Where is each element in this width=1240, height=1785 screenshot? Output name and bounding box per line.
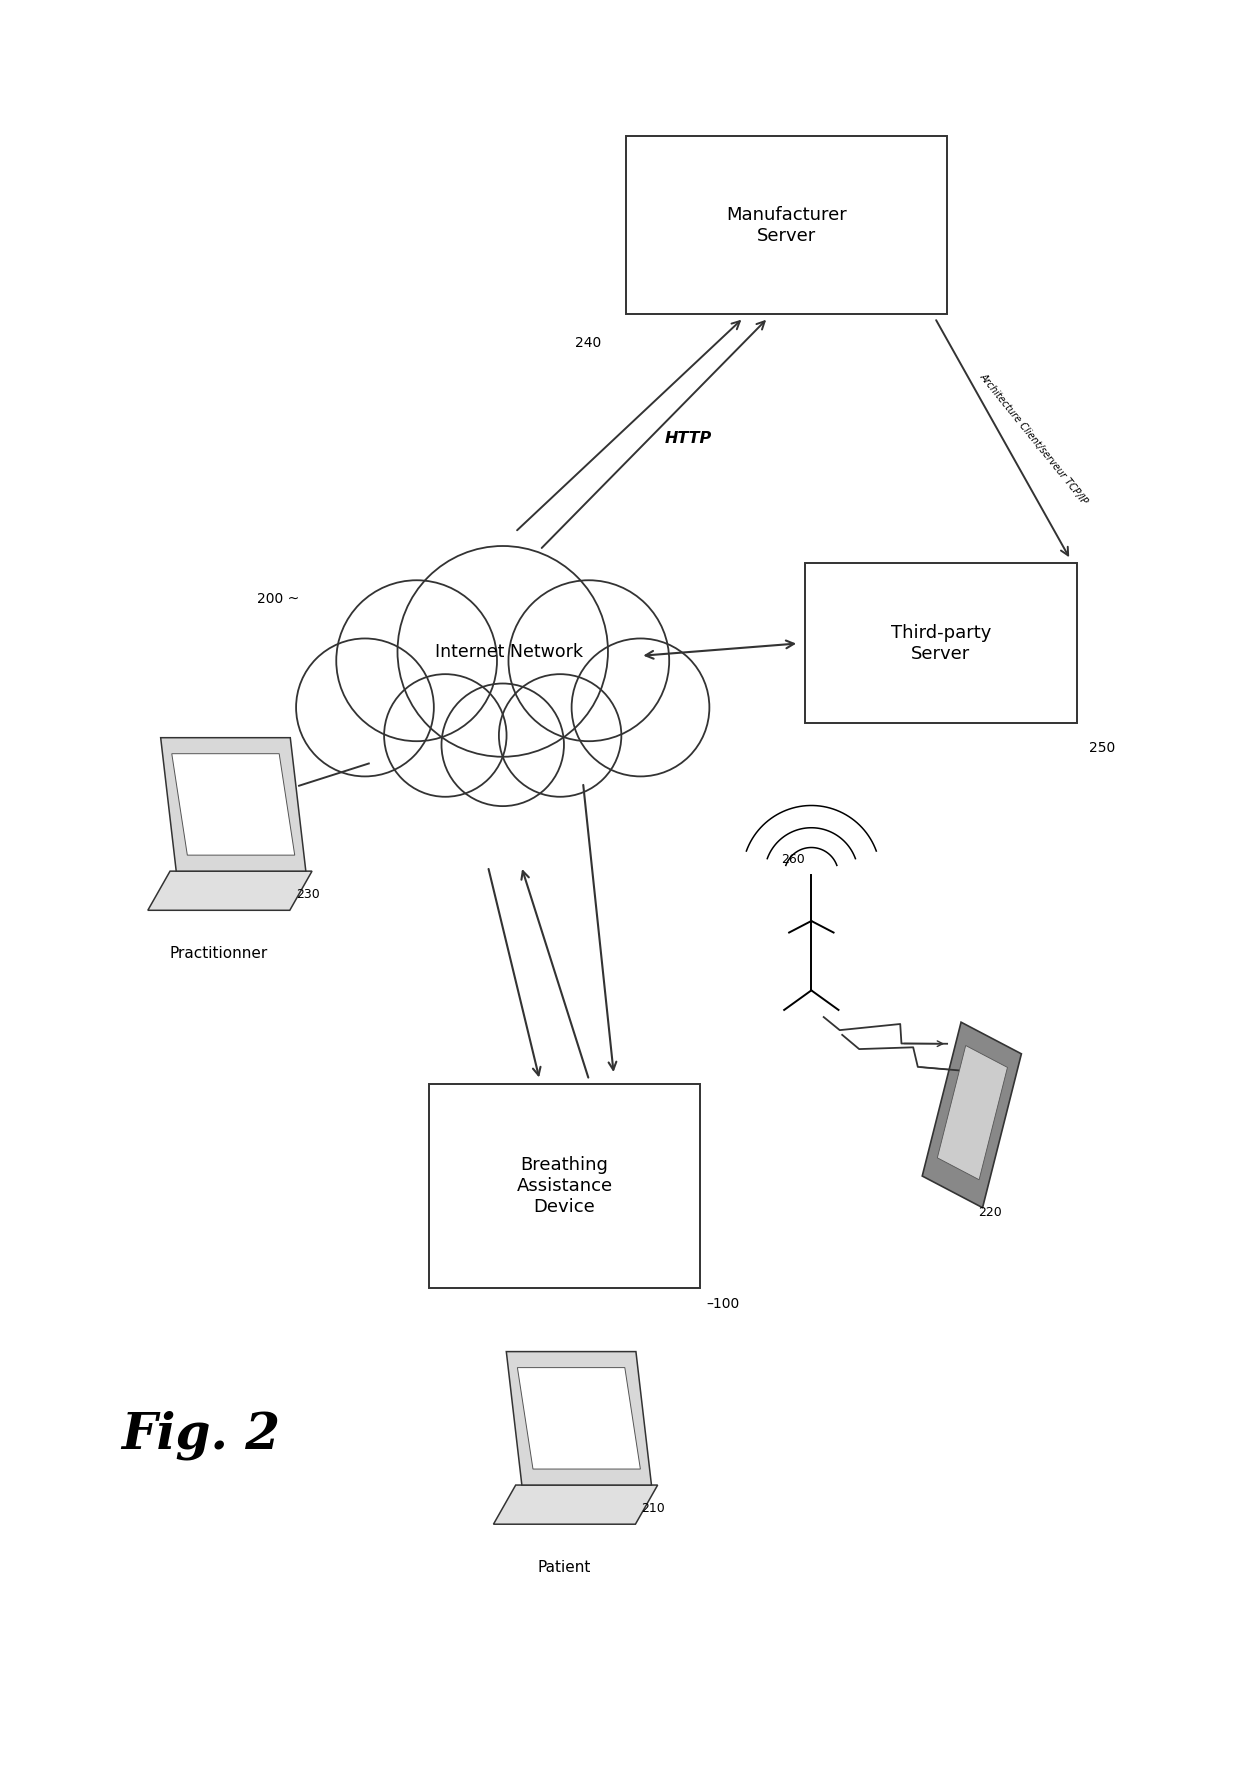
Ellipse shape bbox=[441, 684, 564, 807]
FancyBboxPatch shape bbox=[626, 136, 947, 314]
Text: Patient: Patient bbox=[538, 1560, 591, 1574]
Text: 200 ~: 200 ~ bbox=[257, 593, 299, 605]
Polygon shape bbox=[172, 753, 295, 855]
Ellipse shape bbox=[384, 675, 507, 796]
FancyBboxPatch shape bbox=[429, 1083, 701, 1289]
Text: HTTP: HTTP bbox=[665, 432, 712, 446]
Text: Internet Network: Internet Network bbox=[435, 643, 583, 660]
Ellipse shape bbox=[508, 580, 670, 741]
Polygon shape bbox=[506, 1351, 651, 1485]
Ellipse shape bbox=[572, 639, 709, 776]
Polygon shape bbox=[923, 1023, 1022, 1208]
Polygon shape bbox=[937, 1046, 1007, 1180]
Text: 220: 220 bbox=[978, 1205, 1002, 1219]
Text: 240: 240 bbox=[575, 336, 601, 350]
Text: –100: –100 bbox=[707, 1298, 740, 1312]
Text: 250: 250 bbox=[1089, 741, 1115, 755]
Text: Third-party
Server: Third-party Server bbox=[890, 625, 991, 662]
Polygon shape bbox=[494, 1485, 657, 1524]
Ellipse shape bbox=[398, 546, 608, 757]
Ellipse shape bbox=[296, 639, 434, 776]
FancyBboxPatch shape bbox=[805, 564, 1076, 723]
Ellipse shape bbox=[336, 580, 497, 741]
Ellipse shape bbox=[498, 675, 621, 796]
Text: 230: 230 bbox=[296, 889, 320, 901]
Text: Practitionner: Practitionner bbox=[170, 946, 268, 960]
Polygon shape bbox=[148, 871, 312, 910]
Text: Architecture Client/serveur TCP/IP: Architecture Client/serveur TCP/IP bbox=[977, 371, 1090, 507]
Polygon shape bbox=[517, 1367, 640, 1469]
Text: 260: 260 bbox=[781, 853, 805, 866]
Polygon shape bbox=[161, 737, 306, 871]
Ellipse shape bbox=[350, 559, 656, 819]
Text: 210: 210 bbox=[641, 1503, 666, 1515]
Text: Breathing
Assistance
Device: Breathing Assistance Device bbox=[516, 1157, 613, 1216]
Text: Manufacturer
Server: Manufacturer Server bbox=[727, 205, 847, 245]
Text: Fig. 2: Fig. 2 bbox=[120, 1410, 280, 1460]
